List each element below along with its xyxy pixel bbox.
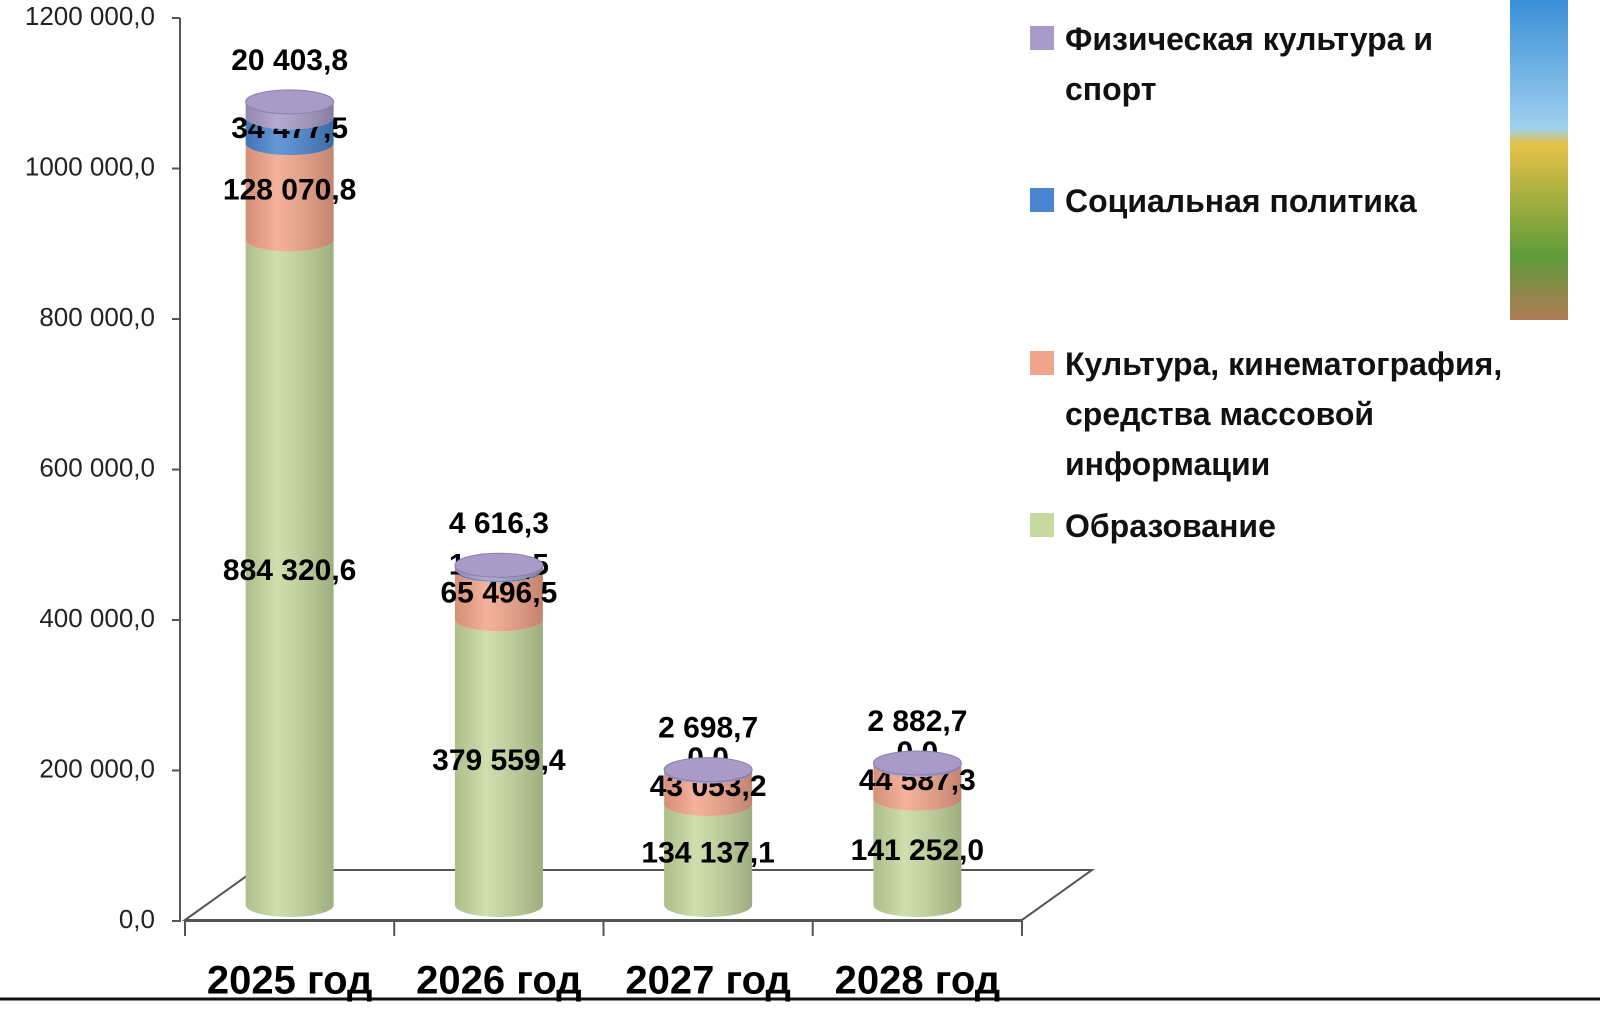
y-tick-label: 1200 000,0	[25, 1, 155, 31]
legend-label: Физическая культура и спорт	[1065, 14, 1530, 114]
x-tick-label: 2026 год	[416, 959, 582, 1003]
legend-item: Культура, кинематография, средства массо…	[1030, 339, 1530, 489]
y-tick-label: 800 000,0	[39, 302, 155, 332]
value-label: 134 137,1	[641, 836, 774, 869]
y-tick-label: 200 000,0	[39, 753, 155, 783]
value-label: 379 559,4	[432, 744, 566, 777]
y-tick-label: 1000 000,0	[25, 151, 155, 181]
legend-swatch	[1030, 351, 1054, 375]
legend-item: Физическая культура и спорт	[1030, 14, 1530, 114]
y-tick-label: 400 000,0	[39, 603, 155, 633]
legend-label: Социальная политика	[1065, 176, 1417, 226]
bar-top	[664, 758, 752, 782]
legend-label: Культура, кинематография, средства массо…	[1065, 339, 1530, 489]
page: 0,0 200 000,0 400 000,0 600 000,0 800 000,0 1…	[0, 0, 1600, 1021]
value-label: 20 403,8	[231, 44, 348, 77]
legend-item: Образование	[1030, 501, 1276, 551]
y-tick-label: 0,0	[119, 904, 155, 934]
y-tick-label: 600 000,0	[39, 452, 155, 482]
value-label: 141 252,0	[851, 834, 984, 867]
value-label: 884 320,6	[223, 554, 356, 587]
x-tick-label: 2028 год	[835, 959, 1001, 1003]
bar-top	[246, 90, 334, 114]
legend-swatch	[1030, 26, 1054, 50]
x-tick-label: 2027 год	[625, 959, 791, 1003]
chart: 0,0 200 000,0 400 000,0 600 000,0 800 000,0 1…	[0, 0, 1600, 1021]
bar-top	[455, 553, 543, 577]
legend-swatch	[1030, 188, 1054, 212]
value-label: 2 698,7	[658, 712, 758, 745]
legend-swatch	[1030, 513, 1054, 537]
legend-label: Образование	[1065, 501, 1276, 551]
value-label: 2 882,7	[867, 705, 967, 738]
value-label: 4 616,3	[449, 507, 549, 540]
legend-item: Социальная политика	[1030, 176, 1417, 226]
bar-top	[873, 751, 961, 775]
plot: 0,0 200 000,0 400 000,0 600 000,0 800 000,0 1…	[25, 1, 1022, 1003]
x-tick-label: 2025 год	[207, 959, 373, 1003]
value-label: 128 070,8	[223, 173, 356, 206]
